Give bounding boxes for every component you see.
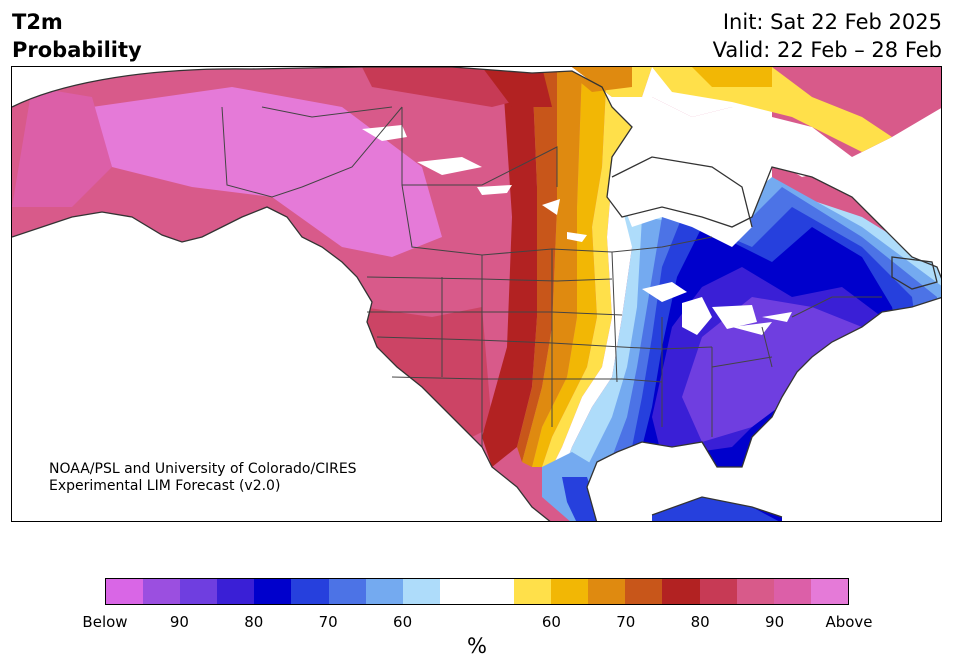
- colorbar-segment: [402, 579, 440, 604]
- credit-line-2: Experimental LIM Forecast (v2.0): [49, 478, 281, 494]
- colorbar-tick-label: 70: [318, 613, 338, 631]
- colorbar-tick-label: 80: [244, 613, 264, 631]
- probability-map: [11, 66, 942, 522]
- colorbar-tick-label: 60: [393, 613, 413, 631]
- colorbar-segment: [106, 579, 144, 604]
- colorbar-segment: [439, 579, 477, 604]
- valid-range: Valid: 22 Feb – 28 Feb: [712, 38, 942, 62]
- coastline: [12, 67, 941, 521]
- colorbar-segment: [810, 579, 848, 604]
- colorbar-segment: [773, 579, 811, 604]
- title-line-1: T2m: [12, 10, 63, 34]
- colorbar-tick-label: 90: [765, 613, 785, 631]
- init-date: Init: Sat 22 Feb 2025: [722, 10, 942, 34]
- credit-line-1: NOAA/PSL and University of Colorado/CIRE…: [49, 461, 357, 477]
- colorbar-segment: [588, 579, 626, 604]
- colorbar-tick-label: 70: [616, 613, 636, 631]
- colorbar-segment: [699, 579, 737, 604]
- colorbar-segment: [254, 579, 292, 604]
- colorbar-segment: [551, 579, 589, 604]
- colorbar-tick-label: 80: [690, 613, 710, 631]
- map-title: T2m Probability: [12, 8, 142, 64]
- colorbar-tick-label: 60: [541, 613, 561, 631]
- colorbar-tick-label: Above: [825, 613, 873, 631]
- colorbar-segment: [625, 579, 663, 604]
- colorbar-segment: [662, 579, 700, 604]
- colorbar-segment: [365, 579, 403, 604]
- colorbar: [105, 578, 849, 605]
- colorbar-segment: [476, 579, 515, 604]
- lakes: [362, 125, 792, 335]
- colorbar-segment: [736, 579, 774, 604]
- colorbar-segment: [217, 579, 255, 604]
- colorbar-segment: [328, 579, 366, 604]
- map-svg: [12, 67, 941, 521]
- colorbar-tick-label: 90: [169, 613, 189, 631]
- colorbar-segment: [143, 579, 181, 604]
- colorbar-segment: [180, 579, 218, 604]
- credit-text: NOAA/PSL and University of Colorado/CIRE…: [49, 461, 357, 495]
- colorbar-segment: [514, 579, 552, 604]
- political-borders: [221, 106, 882, 447]
- colorbar-unit: %: [467, 634, 487, 658]
- forecast-dates: Init: Sat 22 Feb 2025 Valid: 22 Feb – 28…: [713, 8, 942, 64]
- title-line-2: Probability: [12, 38, 142, 62]
- colorbar-segment: [291, 579, 329, 604]
- colorbar-tick-label: Below: [82, 613, 128, 631]
